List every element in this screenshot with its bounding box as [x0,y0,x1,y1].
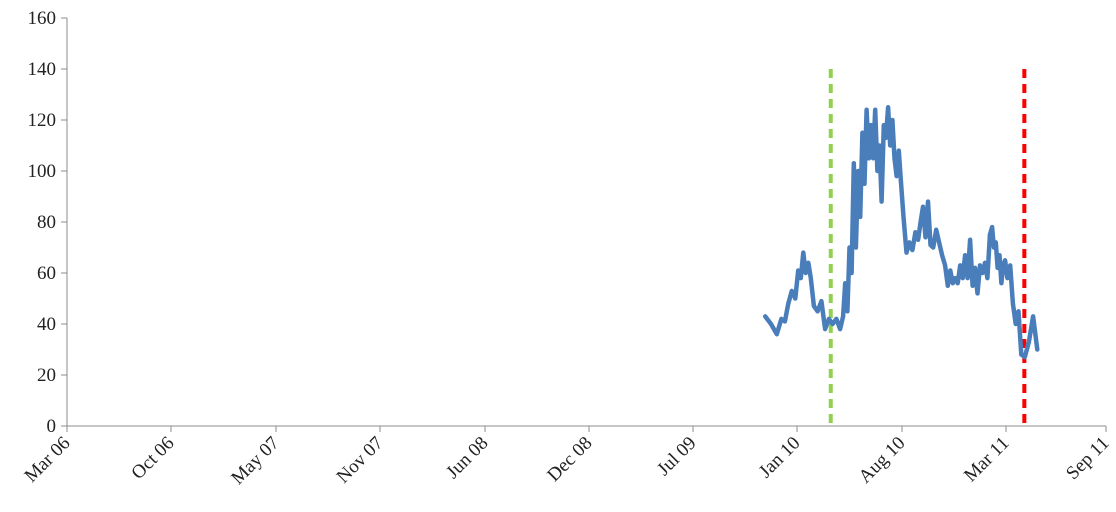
x-tick-label: Mar 11 [960,433,1014,487]
x-tick-label: Aug 10 [855,433,910,488]
series-line [762,105,1040,360]
x-tick-label: Nov 07 [333,433,388,488]
y-tick-label: 60 [37,263,56,284]
x-tick-label: May 07 [227,433,283,489]
y-tick-label: 120 [28,110,57,131]
series-layer [762,105,1040,360]
x-tick-label: Jul 09 [653,433,700,480]
x-tick-label: Mar 06 [21,433,75,487]
x-axis: Mar 06 Oct 06 May 07 Nov 07 Jun 08 Dec 08 Jul … [21,425,1114,489]
y-axis: 0 20 40 60 80 100 120 140 160 [28,8,68,437]
y-tick-label: 20 [37,365,56,386]
x-tick-label: Jun 08 [442,433,492,483]
y-tick-label: 40 [37,314,56,335]
y-tick-label: 0 [47,416,57,437]
y-tick-label: 100 [28,161,57,182]
y-tick-label: 160 [28,8,57,29]
x-tick-label: Sep 11 [1062,433,1113,484]
y-tick-label: 80 [37,212,56,233]
y-tick-label: 140 [28,59,57,80]
x-tick-label: Dec 08 [543,433,596,486]
x-tick-label: Oct 06 [127,433,178,484]
x-tick-label: Jan 10 [755,433,805,483]
